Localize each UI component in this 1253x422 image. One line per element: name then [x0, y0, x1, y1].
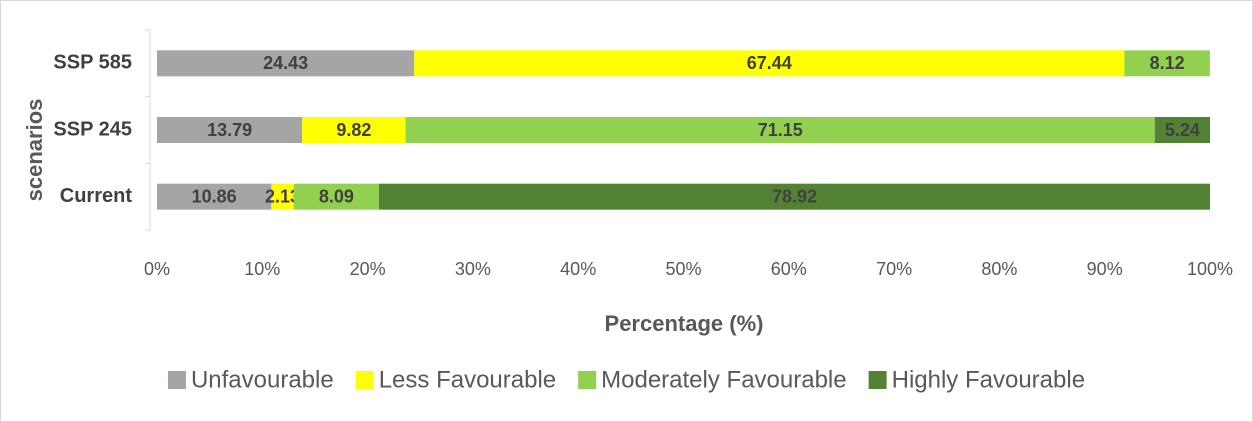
bar-segment: [271, 183, 294, 210]
data-label: 13.79: [207, 120, 252, 140]
y-tick-label: Current: [60, 185, 133, 207]
x-tick-label: 80%: [981, 259, 1017, 279]
x-tick-label: 40%: [560, 259, 596, 279]
bar-segment: [157, 117, 303, 143]
legend-label: Less Favourable: [379, 366, 556, 393]
x-tick-label: 0%: [144, 259, 170, 279]
bar-segment: [1124, 50, 1210, 77]
x-tick-label: 10%: [244, 259, 280, 279]
x-tick-label: 100%: [1187, 259, 1233, 279]
y-tick-label: SSP 585: [53, 52, 132, 74]
x-tick-label: 30%: [455, 259, 491, 279]
legend-swatch: [578, 371, 597, 389]
bar-segment: [157, 50, 415, 77]
bar-segment: [1154, 117, 1210, 143]
legend-swatch: [355, 371, 374, 389]
x-tick-label: 70%: [876, 259, 912, 279]
bar-segment: [405, 117, 1155, 143]
x-tick-label: 20%: [350, 259, 386, 279]
y-tick-label: SSP 245: [53, 118, 132, 140]
legend-swatch: [868, 371, 887, 389]
data-label: 8.12: [1150, 53, 1185, 73]
data-label: 24.43: [263, 53, 308, 73]
legend-label: Highly Favourable: [892, 366, 1085, 393]
data-label: 2.13: [265, 186, 300, 206]
legend-swatch: [167, 371, 186, 389]
bar-segment: [414, 50, 1125, 77]
bar-segment: [378, 183, 1210, 210]
bar-segment: [293, 183, 379, 210]
data-label: 67.44: [747, 53, 792, 73]
y-axis-title: scenarios: [22, 99, 47, 202]
data-label: 78.92: [772, 186, 817, 206]
x-tick-label: 50%: [665, 259, 701, 279]
data-label: 9.82: [336, 120, 371, 140]
data-label: 10.86: [192, 186, 237, 206]
legend-label: Unfavourable: [191, 366, 334, 393]
bar-segment: [302, 117, 406, 143]
data-label: 5.24: [1165, 120, 1200, 140]
legend-label: Moderately Favourable: [601, 366, 846, 393]
data-label: 8.09: [319, 186, 354, 206]
bar-segment: [157, 183, 272, 210]
data-label: 71.15: [758, 120, 803, 140]
x-tick-label: 60%: [771, 259, 807, 279]
x-axis-title: Percentage (%): [605, 311, 764, 336]
x-tick-label: 90%: [1087, 259, 1123, 279]
